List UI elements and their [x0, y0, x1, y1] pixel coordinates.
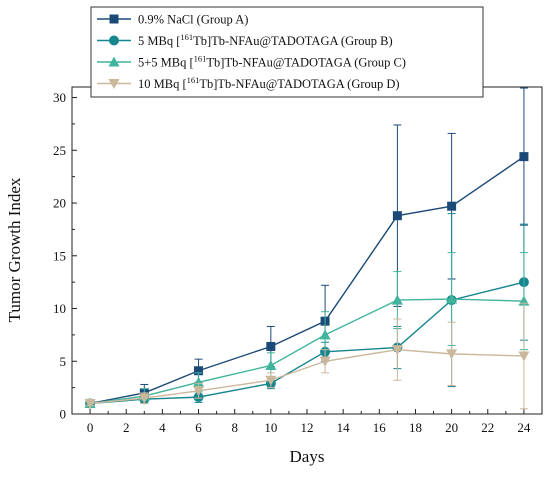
y-tick-label: 10 — [53, 301, 66, 316]
x-tick-label: 18 — [409, 420, 422, 435]
legend-marker — [108, 79, 120, 89]
legend-label: 5 MBq [161Tb]Tb-NFAu@TADOTAGA (Group B) — [138, 32, 393, 48]
legend: 0.9% NaCl (Group A) 5 MBq [161Tb]Tb-NFAu@… — [90, 6, 484, 98]
legend-label: 5+5 MBq [161Tb]Tb-NFAu@TADOTAGA (Group C… — [138, 54, 406, 70]
x-tick-label: 10 — [264, 420, 277, 435]
y-tick-label: 25 — [53, 143, 66, 158]
y-tick-label: 30 — [53, 90, 66, 105]
x-tick-label: 4 — [159, 420, 166, 435]
x-tick-label: 0 — [87, 420, 94, 435]
legend-marker — [109, 35, 119, 46]
legend-item: 5 MBq [161Tb]Tb-NFAu@TADOTAGA (Group B) — [97, 32, 393, 48]
series-a — [85, 87, 529, 408]
data-point — [446, 293, 458, 304]
data-point — [392, 211, 402, 221]
x-axis-title: Days — [290, 447, 325, 466]
x-tick-label: 24 — [517, 420, 531, 435]
data-point — [518, 351, 530, 362]
x-tick-label: 20 — [445, 420, 458, 435]
data-point — [319, 329, 331, 340]
y-axis-title: Tumor Growth Index — [5, 177, 24, 322]
x-tick-label: 16 — [373, 420, 387, 435]
data-point — [447, 201, 457, 211]
y-tick-label: 15 — [53, 248, 66, 263]
x-tick-label: 6 — [195, 420, 202, 435]
legend-item: 10 MBq [161Tb]Tb-NFAu@TADOTAGA (Group D) — [97, 75, 400, 91]
series-line — [90, 281, 525, 405]
x-tick-label: 22 — [481, 420, 494, 435]
data-point — [193, 386, 205, 397]
y-tick-label: 20 — [53, 196, 66, 211]
x-tick-label: 14 — [337, 420, 351, 435]
x-tick-label: 12 — [301, 420, 314, 435]
legend-marker — [108, 56, 120, 67]
data-point — [265, 359, 277, 370]
data-point — [194, 366, 204, 376]
data-point — [138, 393, 150, 404]
y-tick-label: 5 — [60, 354, 67, 369]
data-point — [519, 152, 529, 162]
legend-label: 10 MBq [161Tb]Tb-NFAu@TADOTAGA (Group D) — [138, 75, 400, 91]
data-point — [319, 356, 331, 367]
legend-item: 0.9% NaCl (Group A) — [97, 13, 248, 27]
series-layer — [84, 87, 530, 410]
data-point — [84, 398, 96, 409]
x-tick-label: 8 — [231, 420, 238, 435]
series-line — [89, 298, 524, 405]
data-point — [446, 349, 458, 360]
data-point — [193, 376, 205, 387]
legend-marker — [109, 14, 119, 24]
series-d — [84, 302, 530, 410]
plot-frame — [71, 86, 543, 415]
data-point — [391, 345, 403, 356]
data-point — [391, 294, 403, 305]
y-tick-label: 0 — [60, 407, 67, 422]
series-b — [85, 213, 529, 409]
data-point — [266, 341, 276, 351]
legend-label: 0.9% NaCl (Group A) — [138, 13, 248, 27]
x-tick-label: 2 — [123, 420, 130, 435]
series-line — [90, 348, 524, 405]
legend-item: 5+5 MBq [161Tb]Tb-NFAu@TADOTAGA (Group C… — [97, 54, 406, 70]
legend-box — [90, 6, 484, 98]
data-point — [265, 375, 277, 386]
series-line — [89, 156, 525, 405]
